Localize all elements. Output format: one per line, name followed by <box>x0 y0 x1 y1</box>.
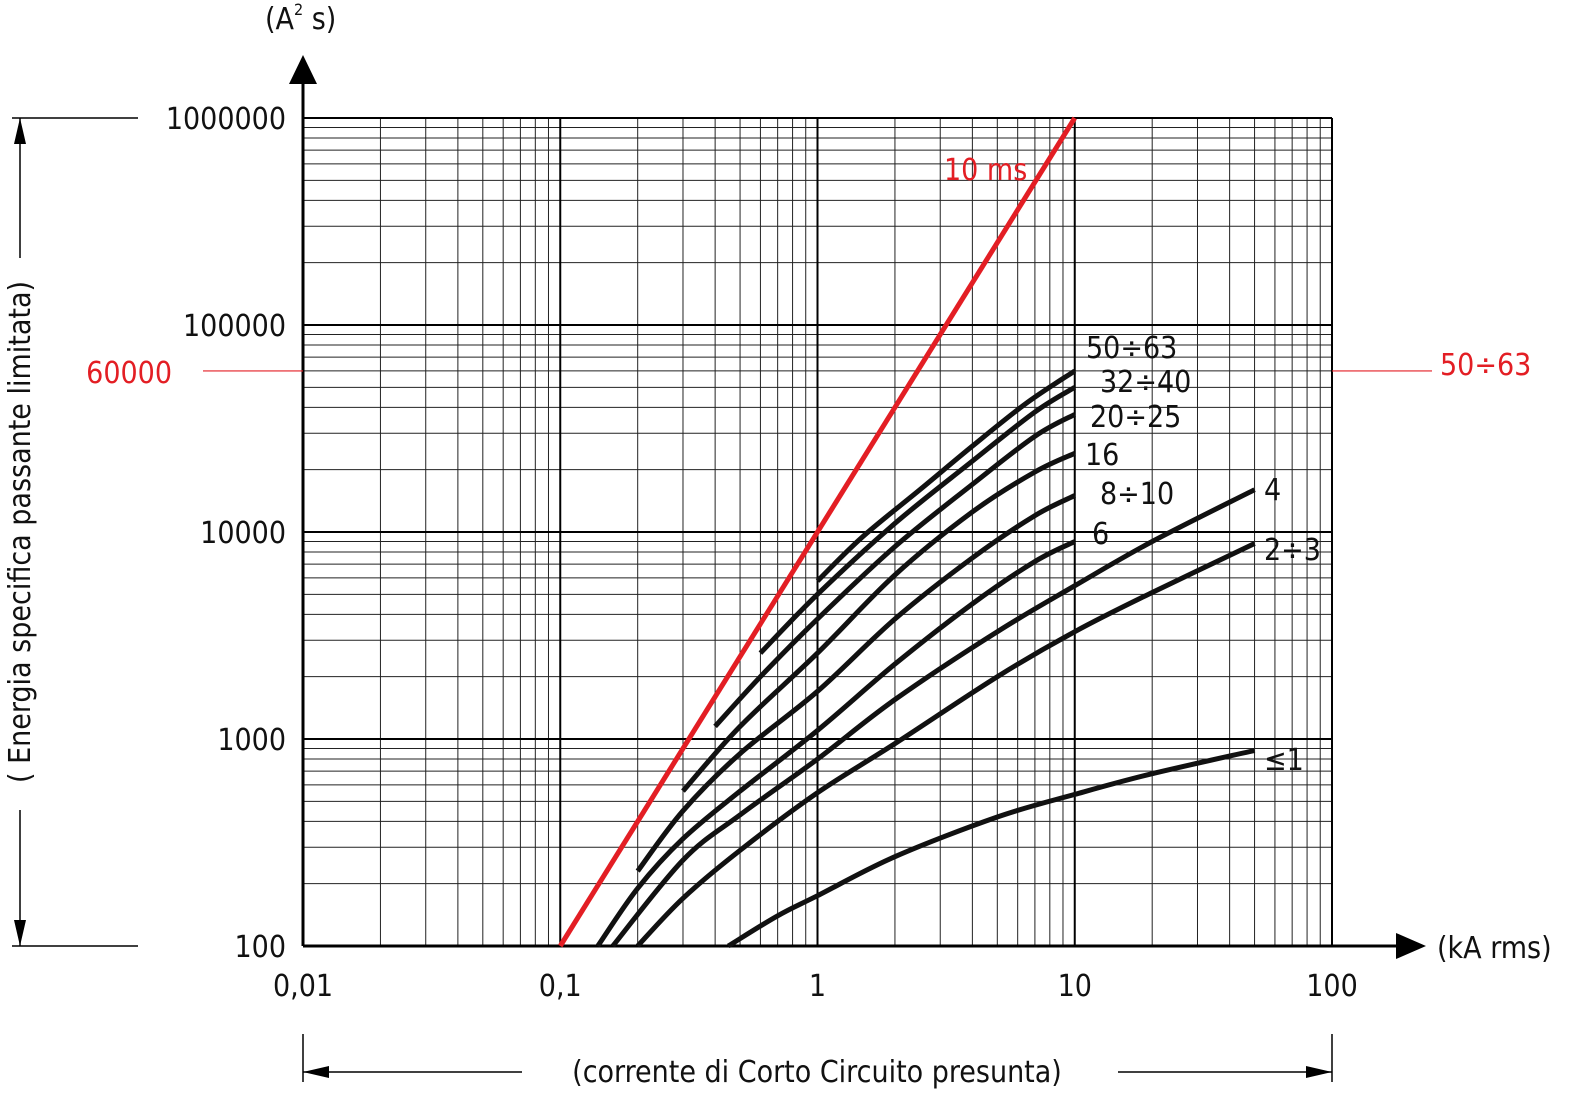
series-curve <box>635 493 1076 873</box>
series-curves <box>595 368 1256 949</box>
dimension-arrowhead <box>14 920 26 946</box>
dimension-arrowhead <box>1306 1066 1332 1078</box>
series-label: 6 <box>1092 517 1109 552</box>
series-curve <box>635 541 1256 948</box>
x-axis-arrowhead <box>1396 933 1426 959</box>
x-tick-label: 0,01 <box>273 969 333 1004</box>
reference-10ms-line <box>558 116 1077 948</box>
reference-label: 10 ms <box>944 153 1027 188</box>
axis-titles: (A2 s) (kA rms) (correntе di Corto Circu… <box>3 0 1552 1090</box>
y-tick-label: 10000 <box>200 516 286 551</box>
series-label: 32÷40 <box>1100 365 1191 400</box>
reference-marker: 60000 50÷63 <box>86 348 1531 391</box>
series-curve <box>595 539 1076 948</box>
x-tick-label: 1 <box>809 969 826 1004</box>
series-curve <box>758 385 1077 655</box>
dimension-arrowhead <box>14 118 26 144</box>
series-curve <box>713 412 1076 729</box>
tick-labels: 0,01 0,1 1 10 100 100 1000 10000 100000 1000000 <box>166 102 1358 1004</box>
series-curve <box>726 748 1256 949</box>
x-unit-label: (kA rms) <box>1437 931 1552 966</box>
y-tick-label: 100 <box>234 930 286 965</box>
y-axis-arrowhead <box>289 55 317 84</box>
x-tick-label: 10 <box>1058 969 1092 1004</box>
series-curve <box>815 368 1077 583</box>
y-axis-title: ( Energia specifica passante limitata) <box>3 281 38 783</box>
series-label: 8÷10 <box>1100 477 1174 512</box>
series-curve <box>681 451 1076 793</box>
y-tick-label: 1000 <box>217 723 286 758</box>
series-label: 16 <box>1085 438 1119 473</box>
dimension-arrowhead <box>303 1066 329 1078</box>
series-label: 2÷3 <box>1264 533 1321 568</box>
y-tick-label: 100000 <box>183 309 286 344</box>
marker-right-label: 50÷63 <box>1440 348 1531 383</box>
x-tick-label: 100 <box>1306 969 1358 1004</box>
series-label: 20÷25 <box>1090 400 1181 435</box>
reference-line: 10 ms <box>558 116 1077 948</box>
y-unit-label: (A2 s) <box>265 0 336 37</box>
plot-axes <box>12 55 1426 1082</box>
series-label: 4 <box>1264 473 1281 508</box>
marker-left-label: 60000 <box>86 356 172 391</box>
series-curve <box>610 487 1256 948</box>
series-label: ≤1 <box>1264 743 1304 778</box>
x-axis-title: (correntе di Corto Circuito presunta) <box>572 1055 1062 1090</box>
x-tick-label: 0,1 <box>539 969 582 1004</box>
y-tick-label: 1000000 <box>166 102 286 137</box>
series-label: 50÷63 <box>1086 331 1177 366</box>
